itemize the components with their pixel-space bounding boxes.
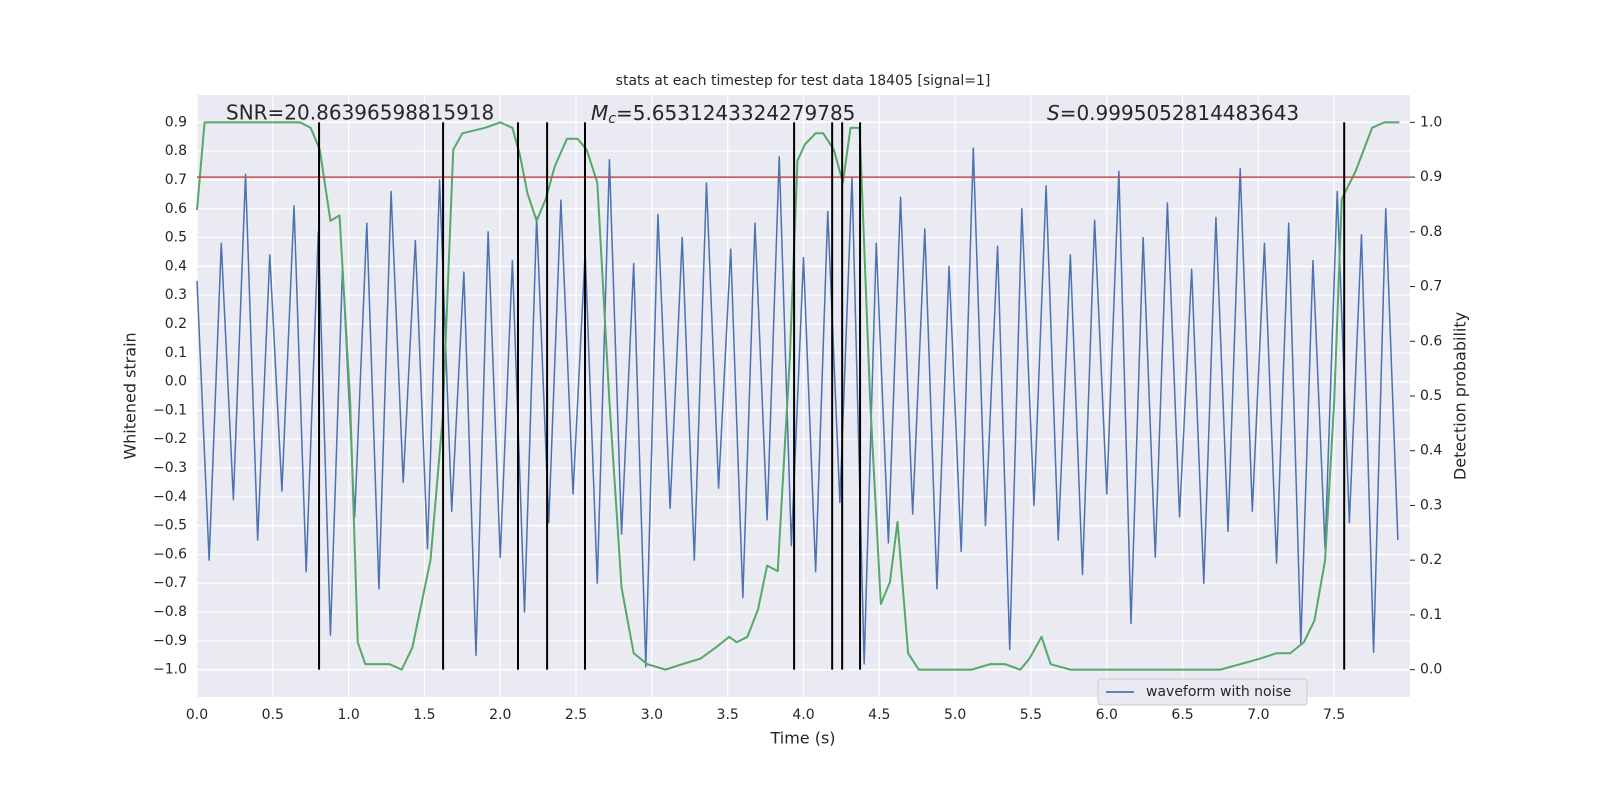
- y2-tick-label: 0.8: [1420, 224, 1442, 240]
- annotation: S=0.9995052814483643: [1047, 101, 1299, 125]
- y2-tick-label: 0.7: [1420, 279, 1442, 295]
- data-line: [196, 121, 1400, 671]
- y2-tick-label: 1.0: [1420, 114, 1442, 130]
- y-tick-label: 0.1: [165, 345, 187, 361]
- y-tick-label: −0.1: [153, 402, 187, 418]
- y2-axis-label: Detection probability: [1451, 312, 1470, 480]
- y-tick-label: −1.0: [153, 662, 187, 678]
- annotation-text: =0.9995052814483643: [1060, 101, 1299, 125]
- y-tick-label: 0.7: [165, 172, 187, 188]
- y2-tick-label: 0.4: [1420, 443, 1442, 459]
- x-tick-label: 4.0: [792, 707, 814, 723]
- legend-label: waveform with noise: [1146, 684, 1291, 700]
- y2-tick-label: 0.9: [1420, 169, 1442, 185]
- y-tick-label: 0.3: [165, 287, 187, 303]
- x-tick-label: 5.5: [1020, 707, 1042, 723]
- y-tick-label: −0.2: [153, 431, 187, 447]
- y-axis-label: Whitened strain: [121, 332, 140, 459]
- x-tick-label: 3.5: [717, 707, 739, 723]
- y-tick-label: 0.8: [165, 143, 187, 159]
- legend-box: [1097, 678, 1308, 706]
- annotation-symbol: S: [1047, 101, 1060, 125]
- x-tick-label: 5.0: [944, 707, 966, 723]
- y-tick-label: −0.9: [153, 633, 187, 649]
- x-tick-label: 7.0: [1247, 707, 1269, 723]
- y-tick-label: −0.6: [153, 546, 187, 562]
- y-tick-label: 0.4: [165, 258, 187, 274]
- x-axis-label: Time (s): [769, 729, 835, 748]
- y2-tick-label: 0.1: [1420, 607, 1442, 623]
- annotation: SNR=20.86396598815918: [226, 101, 494, 125]
- y2-tick-label: 0.3: [1420, 497, 1442, 513]
- y-tick-label: 0.2: [165, 316, 187, 332]
- y-tick-label: 0.5: [165, 230, 187, 246]
- x-tick-label: 7.5: [1323, 707, 1345, 723]
- data-line: [196, 147, 1399, 668]
- y-tick-label: 0.9: [165, 114, 187, 130]
- y-tick-label: −0.8: [153, 604, 187, 620]
- x-tick-label: 1.5: [413, 707, 435, 723]
- x-tick-label: 6.0: [1096, 707, 1118, 723]
- x-tick-label: 0.0: [186, 707, 208, 723]
- x-tick-label: 4.5: [868, 707, 890, 723]
- x-tick-label: 0.5: [262, 707, 284, 723]
- y-tick-label: 0.0: [165, 374, 187, 390]
- y2-tick-label: 0.0: [1420, 662, 1442, 678]
- y2-tick-label: 0.2: [1420, 552, 1442, 568]
- chart-title: stats at each timestep for test data 184…: [616, 73, 991, 89]
- x-tick-label: 1.0: [337, 707, 359, 723]
- grid: [196, 95, 1410, 697]
- labels: 0.0 0.5 1.0 1.5 2.0 2.5 3.0 3.5 4.0 4.5 5.0 5.5 6.0 6…: [153, 114, 1442, 723]
- annotation-symbol: M: [591, 101, 608, 125]
- y-tick-label: −0.3: [153, 460, 187, 476]
- y-tick-label: 0.6: [165, 201, 187, 217]
- y2-tick-label: 0.5: [1420, 388, 1442, 404]
- annotation-text: =5.6531243324279785: [616, 101, 855, 125]
- x-tick-label: 2.5: [565, 707, 587, 723]
- annotation-subscript: c: [608, 111, 616, 127]
- x-tick-label: 6.5: [1171, 707, 1193, 723]
- y-tick-label: −0.5: [153, 518, 187, 534]
- x-tick-label: 3.0: [641, 707, 663, 723]
- y-tick-label: −0.4: [153, 489, 187, 505]
- annotation: Mc=5.6531243324279785: [591, 101, 855, 128]
- legend: waveform with noise: [1097, 678, 1308, 706]
- x-tick-label: 2.0: [489, 707, 511, 723]
- y2-tick-label: 0.6: [1420, 333, 1442, 349]
- y-tick-label: −0.7: [153, 575, 187, 591]
- plot: [196, 121, 1410, 671]
